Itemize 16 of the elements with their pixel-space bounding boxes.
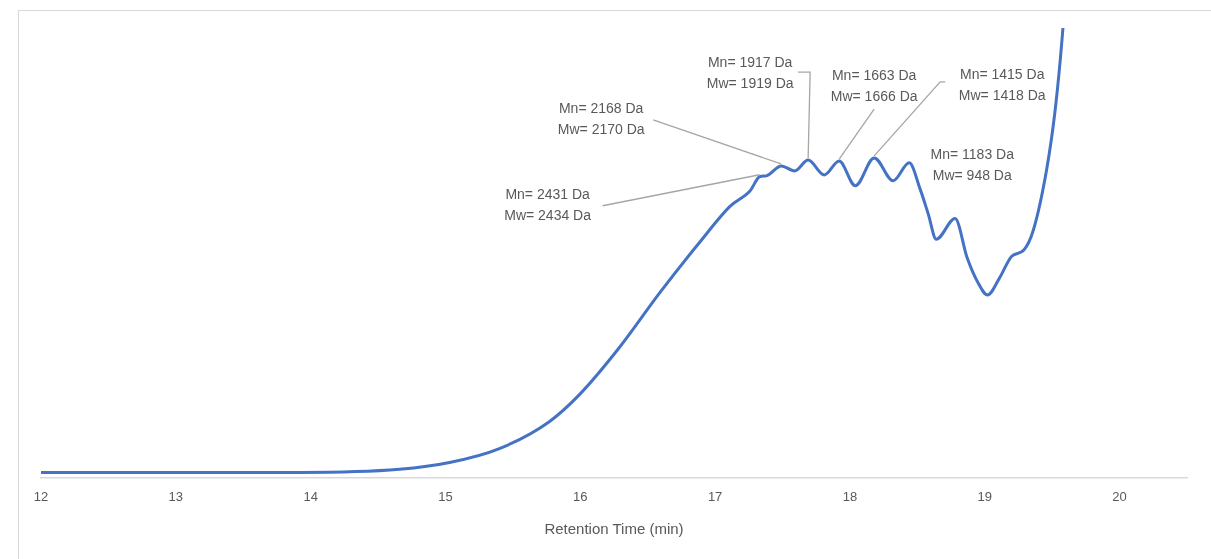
- annotation: Mn= 2168 Da Mw= 2170 Da: [557, 100, 645, 138]
- x-tick-label: 20: [1112, 488, 1127, 504]
- x-tick-label: 18: [842, 488, 858, 504]
- annotation: Mn= 1663 Da Mw= 1666 Da: [830, 67, 918, 105]
- x-tick-label: 16: [573, 488, 588, 504]
- x-axis-title: Retention Time (min): [544, 520, 684, 538]
- x-tick-label: 14: [303, 488, 318, 504]
- x-tick-label: 13: [168, 488, 184, 504]
- x-tick-label: 15: [438, 488, 453, 504]
- x-tick-label: 19: [977, 488, 992, 504]
- x-tick-label: 12: [33, 488, 49, 504]
- x-tick-label: 17: [707, 488, 723, 504]
- annotation: Mn= 2431 Da Mw= 2434 Da: [504, 186, 592, 224]
- annotation: Mn= 1917 Da Mw= 1919 Da: [706, 54, 794, 92]
- annotation: Mn= 1415 Da Mw= 1418 Da: [958, 66, 1046, 104]
- annotation: Mn= 1183 Da Mw= 948 Da: [930, 146, 1015, 184]
